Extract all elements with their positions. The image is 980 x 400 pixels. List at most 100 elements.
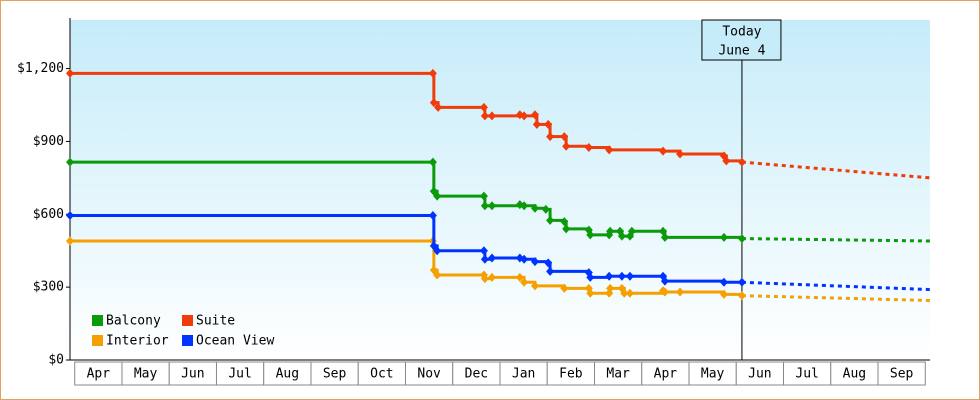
price-point [660, 287, 669, 297]
price-point [737, 277, 746, 287]
price-point [544, 258, 553, 268]
x-tick-label: Nov [417, 367, 441, 382]
price-point [676, 149, 685, 159]
price-point [520, 111, 529, 121]
price-point [722, 156, 731, 166]
legend-label: Interior [106, 334, 169, 349]
price-point [479, 191, 488, 201]
y-tick-label: $1,200 [17, 61, 64, 76]
x-tick-label: Jun [181, 367, 204, 382]
price-point [660, 276, 669, 286]
price-step [609, 148, 665, 152]
price-point [66, 236, 74, 246]
x-tick-label: Jul [228, 367, 251, 382]
price-point [428, 157, 437, 167]
price-point [586, 230, 595, 240]
price-point [433, 191, 442, 201]
price-point [433, 270, 442, 280]
price-point [584, 143, 593, 152]
price-point [480, 274, 489, 284]
price-point [487, 272, 496, 282]
price-point [560, 217, 569, 227]
y-tick-label: $600 [33, 207, 64, 222]
price-step [432, 71, 436, 103]
price-point [737, 157, 746, 167]
price-point [66, 157, 74, 167]
price-point [625, 288, 634, 298]
x-tick-label: Aug [276, 367, 299, 382]
price-point [480, 254, 489, 264]
x-tick-label: Apr [654, 367, 678, 382]
price-point [532, 119, 541, 129]
price-step [432, 160, 436, 192]
price-point [737, 291, 746, 301]
price-point [560, 283, 569, 293]
price-point [546, 215, 555, 225]
price-point [487, 201, 496, 211]
x-tick [877, 361, 926, 386]
price-point [620, 288, 629, 298]
price-point [562, 141, 571, 151]
y-tick-label: $900 [33, 134, 64, 149]
price-point [520, 254, 529, 264]
price-point [433, 246, 442, 256]
series [66, 157, 931, 244]
price-step [491, 114, 522, 118]
price-point [544, 119, 553, 129]
price-point [428, 211, 437, 220]
price-point [66, 68, 74, 78]
x-tick-label: May [701, 367, 725, 382]
legend-swatch [182, 315, 193, 326]
x-tick-label: May [134, 367, 158, 382]
price-point [605, 145, 614, 155]
price-point [479, 102, 488, 112]
x-tick-label: Sep [890, 367, 914, 382]
x-tick-label: Aug [843, 367, 866, 382]
price-point [480, 201, 489, 211]
price-point [719, 289, 728, 299]
today-label: June 4 [718, 44, 765, 59]
price-point [605, 271, 614, 281]
price-point [541, 204, 550, 214]
price-point [560, 132, 569, 142]
legend-label: Ocean View [196, 334, 274, 349]
x-tick-label: Mar [606, 367, 630, 382]
price-point [546, 132, 555, 142]
price-point [530, 257, 539, 267]
price-point [428, 68, 437, 78]
x-tick-label: Jul [795, 367, 818, 382]
price-step [550, 269, 591, 273]
price-step [491, 204, 522, 208]
today-label: Today [722, 25, 761, 40]
legend-swatch [182, 335, 193, 346]
price-point [487, 253, 496, 263]
legend-swatch [92, 335, 103, 346]
price-point [737, 234, 746, 244]
legend-label: Balcony [106, 314, 161, 329]
today-box [701, 19, 782, 61]
price-point [719, 277, 728, 287]
price-point [606, 283, 615, 293]
price-point [719, 232, 728, 242]
price-point [434, 102, 443, 112]
x-tick-label: Dec [465, 367, 488, 382]
legend-label: Suite [196, 314, 235, 329]
price-point [546, 266, 555, 276]
series [66, 211, 931, 292]
price-point [562, 224, 571, 234]
plot-area [70, 20, 930, 360]
price-point [487, 111, 496, 121]
price-point [66, 211, 74, 220]
y-tick-label: $0 [48, 353, 64, 368]
price-point [520, 277, 529, 287]
price-point [515, 272, 524, 282]
x-tick-label: Feb [559, 367, 583, 382]
x-tick-label: Jan [512, 367, 535, 382]
x-tick-label: Apr [87, 367, 111, 382]
price-point [479, 246, 488, 256]
price-point [617, 231, 626, 241]
price-point [586, 288, 595, 298]
legend-swatch [92, 315, 103, 326]
price-point [429, 98, 438, 108]
